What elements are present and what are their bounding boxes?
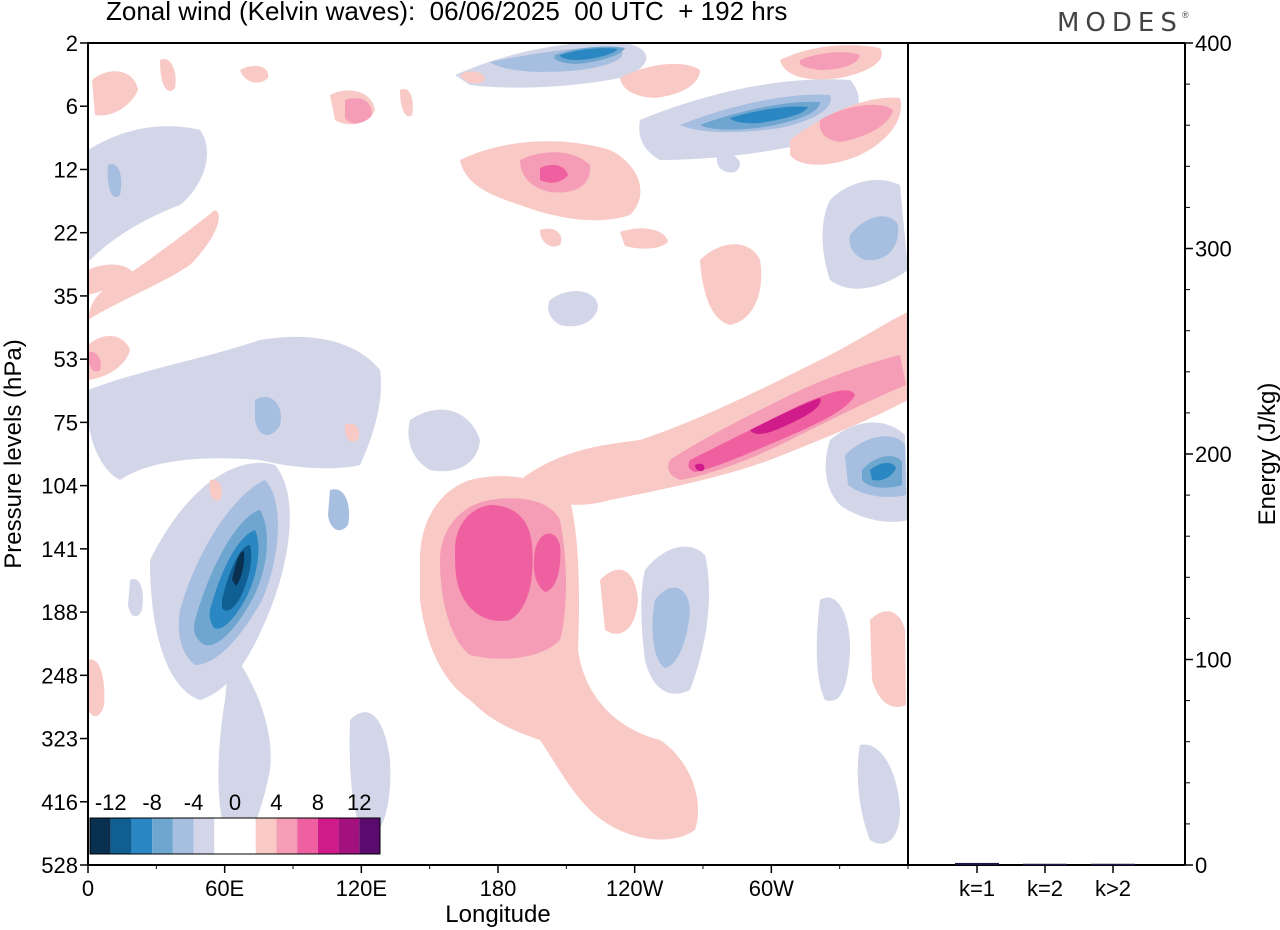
x-tick-label: 0 xyxy=(82,876,94,901)
y-tick-label: 35 xyxy=(54,284,78,309)
energy-tick-label: 200 xyxy=(1195,442,1232,467)
colorbar-swatch xyxy=(276,818,298,854)
colorbar-swatch xyxy=(297,818,318,854)
colorbar-swatch xyxy=(359,818,380,854)
colorbar-swatch xyxy=(338,818,360,854)
energy-axis-title: Energy (J/kg) xyxy=(1254,383,1280,526)
energy-tick-label: 0 xyxy=(1195,853,1207,878)
colorbar-swatch xyxy=(235,818,256,854)
y-tick-label: 323 xyxy=(41,727,78,752)
energy-bar xyxy=(1091,863,1135,866)
energy-axis: 0 100 200 300 400 xyxy=(1185,31,1232,878)
colorbar-label: 12 xyxy=(347,790,371,815)
chart-title: Zonal wind (Kelvin waves): 06/06/2025 00… xyxy=(106,0,788,26)
energy-bars: k=1 k=2 k>2 xyxy=(955,862,1135,901)
colorbar-swatch xyxy=(214,818,235,854)
energy-tick-label: 400 xyxy=(1195,31,1232,56)
x-tick-label: 60W xyxy=(749,876,794,901)
y-tick-label: 6 xyxy=(66,94,78,119)
colorbar-label: -8 xyxy=(142,790,162,815)
colorbar-swatch xyxy=(255,818,277,854)
y-tick-label: 141 xyxy=(41,537,78,562)
colorbar-swatch xyxy=(193,818,215,854)
energy-category-label: k=2 xyxy=(1027,876,1063,901)
colorbar-swatch xyxy=(317,818,339,854)
y-axis-title: Pressure levels (hPa) xyxy=(0,339,27,568)
y-tick-label: 53 xyxy=(54,347,78,372)
y-tick-label: 188 xyxy=(41,600,78,625)
colorbar-frame xyxy=(89,817,381,855)
x-axis-title: Longitude xyxy=(445,901,550,928)
energy-category-label: k>2 xyxy=(1095,876,1131,901)
energy-tick-label: 300 xyxy=(1195,237,1232,262)
x-tick-label: 120E xyxy=(336,876,387,901)
longitude-axis: 0 60E 120E 180 120W 60W xyxy=(82,865,909,901)
pressure-axis: 2 6 12 22 35 53 75 104 141 188 248 323 416 528 xyxy=(41,31,88,878)
modes-logo: MODES xyxy=(1057,8,1183,38)
colorbar-swatch xyxy=(110,818,132,854)
y-tick-label: 22 xyxy=(54,221,78,246)
energy-tick-label: 100 xyxy=(1195,648,1232,673)
colorbar-swatch xyxy=(152,818,173,854)
colorbar-label: -12 xyxy=(95,790,127,815)
y-tick-label: 12 xyxy=(54,157,78,182)
y-tick-label: 104 xyxy=(41,474,78,499)
colorbar-legend: -12 -8 -4 0 4 8 12 xyxy=(89,790,381,855)
colorbar-swatch xyxy=(131,818,153,854)
y-tick-label: 248 xyxy=(41,663,78,688)
y-tick-label: 528 xyxy=(41,853,78,878)
colorbar-label: 4 xyxy=(270,790,282,815)
energy-bar xyxy=(955,862,999,865)
contour-level-plus-8 xyxy=(695,398,821,472)
colorbar-swatch xyxy=(90,818,111,854)
colorbar-label: 0 xyxy=(229,790,241,815)
colorbar-label: 8 xyxy=(312,790,324,815)
y-tick-label: 416 xyxy=(41,790,78,815)
colorbar-label: -4 xyxy=(184,790,204,815)
y-tick-label: 2 xyxy=(66,31,78,56)
colorbar-swatch xyxy=(172,818,194,854)
x-tick-label: 60E xyxy=(205,876,244,901)
contour-level-minus-12 xyxy=(232,551,245,586)
zonal-wind-contour-field xyxy=(88,43,908,850)
energy-category-label: k=1 xyxy=(959,876,995,901)
x-tick-label: 180 xyxy=(480,876,517,901)
y-tick-label: 75 xyxy=(54,410,78,435)
x-tick-label: 120W xyxy=(606,876,664,901)
energy-bar xyxy=(1023,863,1067,866)
registered-mark: ® xyxy=(1182,10,1189,20)
